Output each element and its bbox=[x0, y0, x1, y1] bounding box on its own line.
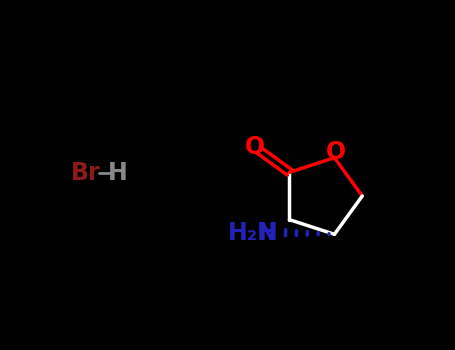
Text: H₂N: H₂N bbox=[228, 220, 278, 245]
Text: H: H bbox=[258, 220, 278, 245]
Text: O: O bbox=[326, 140, 346, 164]
Text: Br: Br bbox=[71, 161, 101, 185]
Text: H: H bbox=[107, 161, 127, 185]
Text: O: O bbox=[245, 135, 265, 159]
